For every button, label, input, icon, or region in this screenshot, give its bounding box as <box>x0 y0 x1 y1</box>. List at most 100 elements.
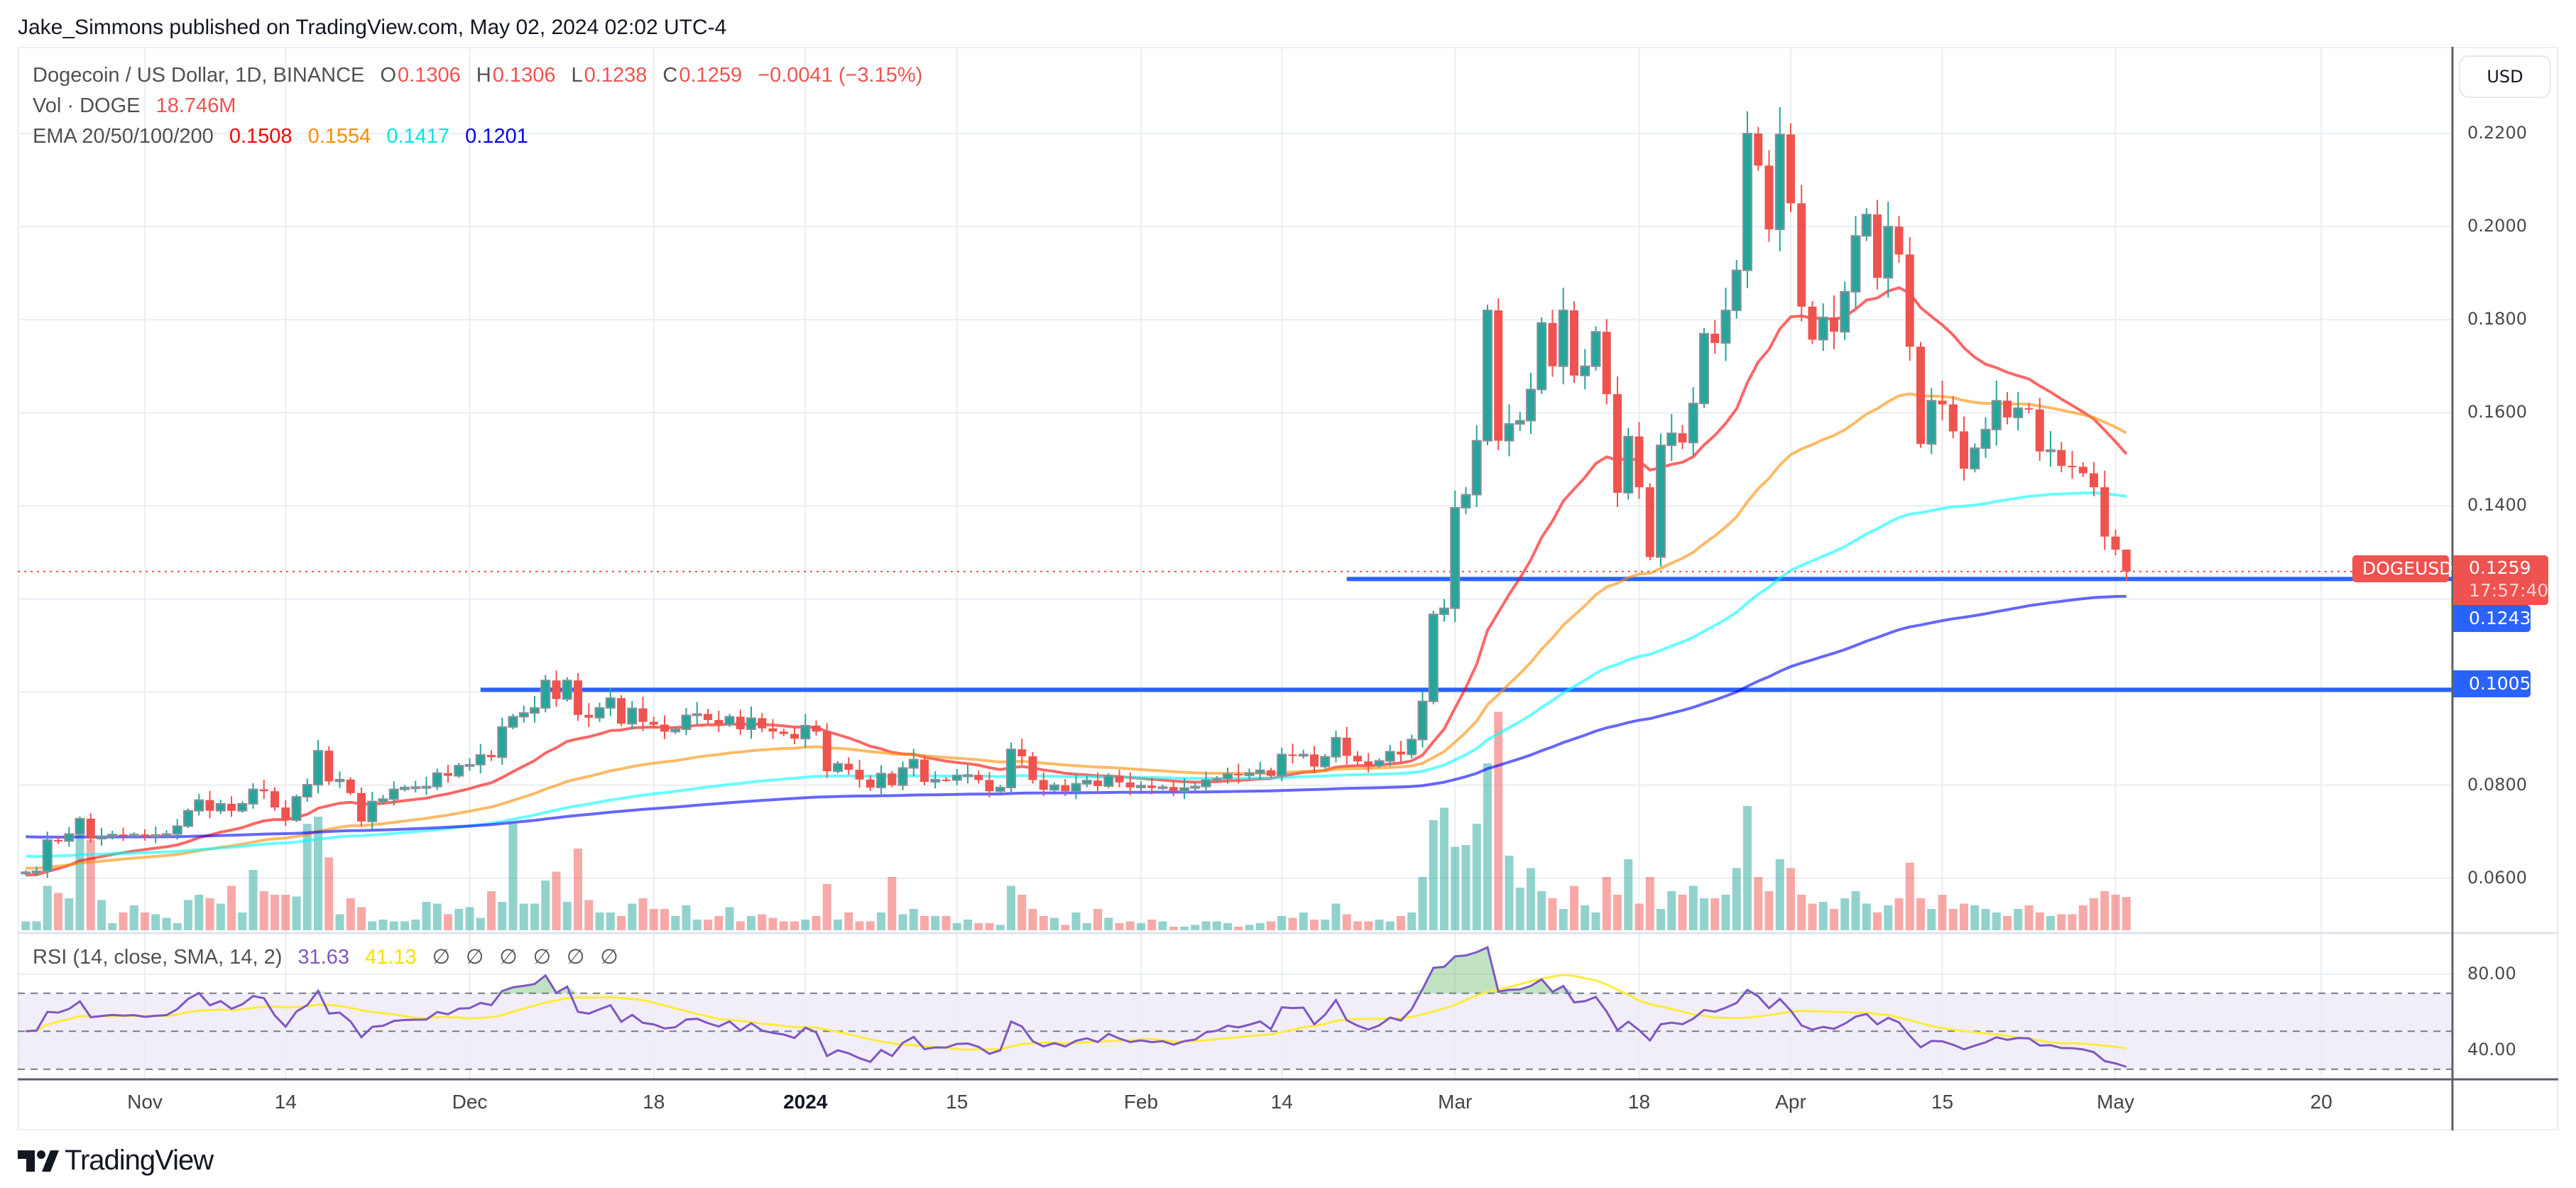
time-axis-label: Nov <box>127 1091 163 1113</box>
volume-bar <box>866 921 875 930</box>
candle-up <box>313 750 323 786</box>
candle-down <box>1797 203 1806 307</box>
candle-up <box>1840 290 1850 333</box>
candle-down <box>1830 317 1838 332</box>
volume-bar <box>346 898 355 930</box>
rsi-label[interactable]: RSI (14, close, SMA, 14, 2) <box>33 946 283 969</box>
rsi-axis-label: 40.00 <box>2467 1040 2516 1059</box>
volume-bar <box>1905 863 1914 930</box>
candle-up <box>518 712 529 718</box>
logo-text: TradingView <box>65 1145 214 1176</box>
currency-button[interactable]: USD <box>2459 55 2551 98</box>
candle-up <box>530 707 540 714</box>
candle-down <box>1764 165 1774 230</box>
candle-down <box>1115 775 1124 783</box>
volume-bar <box>682 905 691 930</box>
candle-down <box>2078 467 2087 474</box>
candle-up <box>215 802 226 812</box>
volume-bar <box>1191 925 1200 930</box>
candle-down <box>281 807 290 820</box>
candle-down <box>1039 780 1048 790</box>
ema200-line <box>26 594 2127 839</box>
volume-bar <box>378 920 388 930</box>
volume-bar <box>487 891 496 930</box>
candle-up <box>194 799 204 812</box>
close-value: 0.1259 <box>679 64 743 87</box>
candle-up <box>410 786 421 790</box>
candle-up <box>1331 736 1341 758</box>
volume-bar <box>1342 914 1351 930</box>
volume-bar <box>1267 921 1275 930</box>
candle-up <box>172 825 182 835</box>
candle-down <box>736 716 745 730</box>
symbol-name[interactable]: Dogecoin / US Dollar, 1D, BINANCE <box>33 64 365 87</box>
volume-bar <box>1894 898 1904 930</box>
bar-countdown: 17:57:40 <box>2469 580 2549 601</box>
candle-up <box>1471 440 1482 496</box>
rsi-na-value: ∅ <box>567 946 585 969</box>
volume-bar <box>1418 877 1427 930</box>
candle-up <box>1731 269 1742 312</box>
volume-bar <box>1364 921 1373 930</box>
candle-up <box>1450 507 1461 609</box>
ema100-value: 0.1417 <box>386 125 450 148</box>
ema50-line <box>26 392 2127 870</box>
volume-bar <box>476 917 485 930</box>
volume-label[interactable]: Vol · DOGE <box>33 94 141 117</box>
candle-down <box>86 818 95 839</box>
volume-bar <box>1505 856 1514 930</box>
volume-bar <box>43 885 52 930</box>
time-axis-label: 15 <box>946 1091 968 1113</box>
volume-bar <box>1483 763 1492 930</box>
volume-bar <box>389 921 398 930</box>
rsi-na-value: ∅ <box>466 946 484 969</box>
volume-bar <box>1147 920 1157 930</box>
volume-bar <box>2090 898 2098 930</box>
rsi-legend: RSI (14, close, SMA, 14, 2) 31.63 41.13 … <box>33 944 620 969</box>
volume-bar <box>530 903 539 930</box>
volume-bar <box>584 900 594 930</box>
volume-bar <box>974 923 983 930</box>
volume-bar <box>238 912 247 930</box>
volume-bar <box>1559 909 1568 930</box>
candle-down <box>2100 487 2110 537</box>
candle-up <box>951 774 962 781</box>
candle-down <box>779 731 788 734</box>
volume-bar <box>877 912 885 930</box>
candle-up <box>291 796 302 821</box>
tradingview-logo[interactable]: TradingView <box>18 1145 214 1177</box>
candle-down <box>888 773 897 785</box>
volume-bar <box>1840 898 1850 930</box>
volume-bar <box>119 912 128 930</box>
candle-up <box>995 786 1005 792</box>
ema-label[interactable]: EMA 20/50/100/200 <box>33 125 214 148</box>
candle-up <box>1699 332 1709 405</box>
ema20-value: 0.1508 <box>229 125 293 148</box>
candle-down <box>1028 756 1037 780</box>
volume-bar <box>606 912 615 930</box>
candle-up <box>1211 778 1222 781</box>
candle-down <box>617 698 626 724</box>
high-value: 0.1306 <box>492 64 556 87</box>
volume-bar <box>1916 898 1925 930</box>
candle-down <box>1916 347 1925 445</box>
volume-bar <box>259 891 268 930</box>
volume-bar <box>335 914 344 930</box>
candle-up <box>1666 432 1677 447</box>
candle-up <box>75 817 85 835</box>
volume-bar <box>1245 925 1254 930</box>
rsi-axis-label: 80.00 <box>2467 964 2516 983</box>
volume-bar <box>173 923 182 930</box>
candle-down <box>346 779 355 793</box>
volume-bar <box>21 921 31 930</box>
candle-down <box>1353 756 1362 762</box>
candle-down <box>1288 754 1297 756</box>
candle-up <box>475 754 486 765</box>
candle-up <box>1558 310 1568 367</box>
volume-bar <box>292 896 301 930</box>
volume-bar <box>1851 891 1860 930</box>
rsi-sma-value: 41.13 <box>365 946 417 969</box>
candle-up <box>421 785 432 789</box>
candle-down <box>1905 254 1914 347</box>
